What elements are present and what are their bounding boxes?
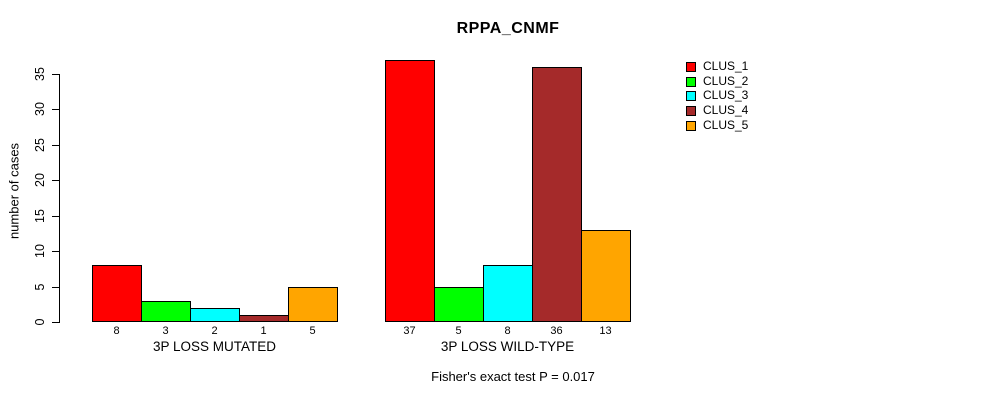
bar-value-label: 2 bbox=[211, 325, 218, 337]
group-label: 3P LOSS MUTATED bbox=[152, 339, 277, 354]
y-axis-tick bbox=[52, 180, 59, 181]
bar-clus_5 bbox=[288, 287, 338, 322]
legend-swatch bbox=[686, 90, 696, 101]
bar-clus_2 bbox=[434, 287, 484, 322]
chart-title: RPPA_CNMF bbox=[456, 20, 560, 37]
legend-label: CLUS_3 bbox=[703, 88, 749, 102]
bar-value-label: 8 bbox=[504, 325, 511, 337]
bar-value-label: 8 bbox=[113, 325, 120, 337]
legend-swatch bbox=[686, 61, 696, 72]
y-axis-label: number of cases bbox=[6, 142, 22, 240]
bar-clus_3 bbox=[190, 308, 240, 322]
pvalue-annotation: Fisher's exact test P = 0.017 bbox=[431, 369, 595, 384]
y-axis-tick bbox=[52, 145, 59, 146]
y-axis-tick-label: 15 bbox=[33, 209, 47, 223]
y-axis-line bbox=[59, 74, 60, 323]
y-axis-tick-label: 35 bbox=[33, 67, 47, 81]
legend-swatch bbox=[686, 120, 696, 131]
bar-value-label: 36 bbox=[550, 325, 563, 337]
y-axis-tick bbox=[52, 109, 59, 110]
bar-clus_3 bbox=[483, 265, 533, 322]
y-axis-tick bbox=[52, 322, 59, 323]
legend-label: CLUS_1 bbox=[703, 59, 749, 73]
legend-label: CLUS_4 bbox=[703, 103, 749, 117]
bar-value-label: 13 bbox=[599, 325, 612, 337]
legend-item: CLUS_3 bbox=[686, 88, 749, 102]
bar-value-label: 1 bbox=[260, 325, 267, 337]
bar-clus_4 bbox=[239, 315, 289, 322]
bar-value-label: 37 bbox=[403, 325, 416, 337]
bar-clus_5 bbox=[581, 230, 631, 322]
y-axis-tick-label: 5 bbox=[33, 283, 47, 291]
bar-clus_1 bbox=[92, 265, 142, 322]
legend-item: CLUS_5 bbox=[686, 118, 749, 132]
legend-item: CLUS_4 bbox=[686, 103, 749, 117]
legend-label: CLUS_5 bbox=[703, 118, 749, 132]
group-label: 3P LOSS WILD-TYPE bbox=[440, 339, 575, 354]
bar-clus_1 bbox=[385, 60, 435, 322]
bar-value-label: 3 bbox=[162, 325, 169, 337]
y-axis-tick bbox=[52, 287, 59, 288]
y-axis-tick bbox=[52, 74, 59, 75]
y-axis-tick-label: 25 bbox=[33, 138, 47, 152]
bar-clus_2 bbox=[141, 301, 191, 322]
bar-clus_4 bbox=[532, 67, 582, 322]
y-axis-tick-label: 0 bbox=[33, 318, 47, 326]
y-axis-tick bbox=[52, 216, 59, 217]
legend-item: CLUS_2 bbox=[686, 74, 749, 88]
legend-swatch bbox=[686, 105, 696, 116]
bar-value-label: 5 bbox=[309, 325, 316, 337]
legend-label: CLUS_2 bbox=[703, 74, 749, 88]
y-axis-tick-label: 20 bbox=[33, 173, 47, 187]
y-axis-tick-label: 30 bbox=[33, 102, 47, 116]
legend-swatch bbox=[686, 76, 696, 87]
y-axis-tick bbox=[52, 251, 59, 252]
bar-value-label: 5 bbox=[455, 325, 462, 337]
y-axis-tick-label: 10 bbox=[33, 244, 47, 258]
legend-item: CLUS_1 bbox=[686, 59, 749, 73]
